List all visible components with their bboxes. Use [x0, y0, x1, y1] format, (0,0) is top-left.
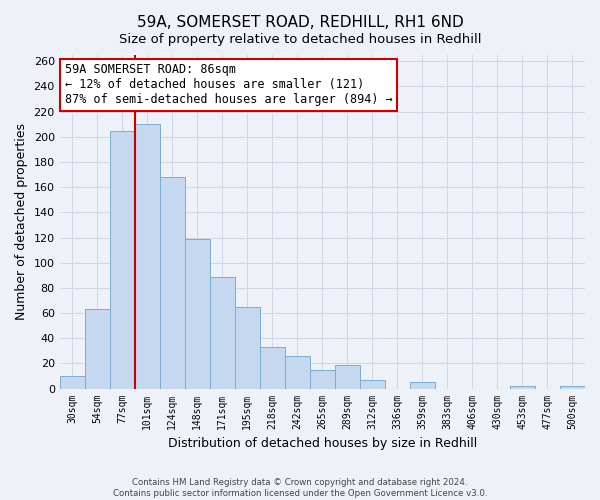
X-axis label: Distribution of detached houses by size in Redhill: Distribution of detached houses by size … [168, 437, 477, 450]
Bar [410, 382, 435, 388]
Bar [260, 347, 285, 389]
Text: 59A SOMERSET ROAD: 86sqm
← 12% of detached houses are smaller (121)
87% of semi-: 59A SOMERSET ROAD: 86sqm ← 12% of detach… [65, 64, 392, 106]
Bar [235, 306, 260, 388]
Bar [110, 130, 135, 388]
Bar [285, 356, 310, 388]
Y-axis label: Number of detached properties: Number of detached properties [15, 124, 28, 320]
Text: Size of property relative to detached houses in Redhill: Size of property relative to detached ho… [119, 32, 481, 46]
Bar [360, 380, 385, 388]
Bar [335, 364, 360, 388]
Bar [560, 386, 585, 388]
Bar [510, 386, 535, 388]
Bar [310, 370, 335, 388]
Bar [210, 276, 235, 388]
Bar [160, 177, 185, 388]
Text: 59A, SOMERSET ROAD, REDHILL, RH1 6ND: 59A, SOMERSET ROAD, REDHILL, RH1 6ND [137, 15, 463, 30]
Bar [59, 376, 85, 388]
Text: Contains HM Land Registry data © Crown copyright and database right 2024.
Contai: Contains HM Land Registry data © Crown c… [113, 478, 487, 498]
Bar [85, 310, 110, 388]
Bar [135, 124, 160, 388]
Bar [185, 239, 210, 388]
